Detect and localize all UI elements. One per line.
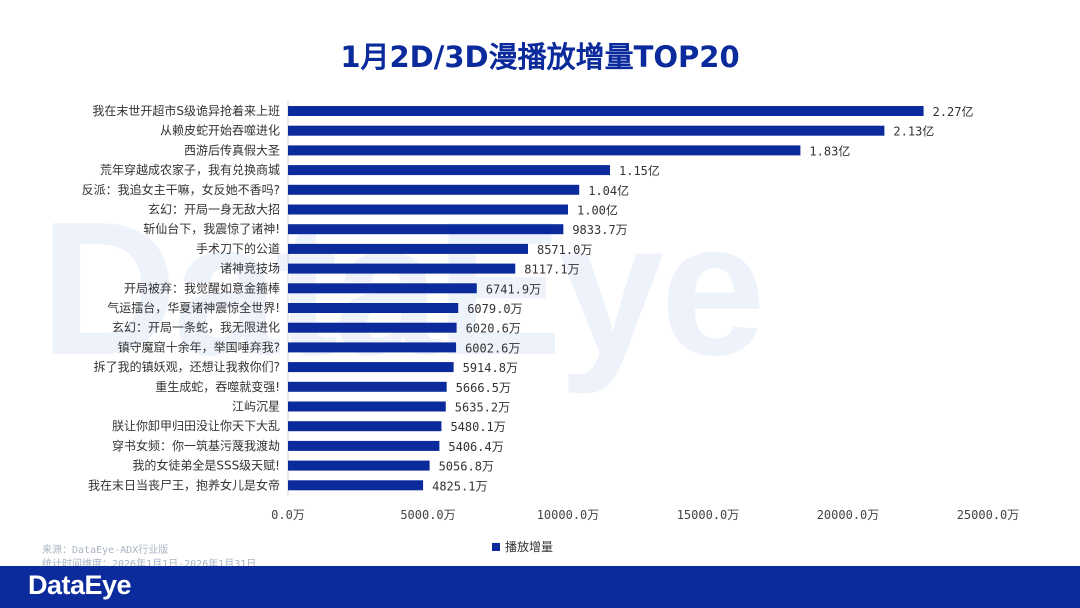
- data-label: 1.15亿: [619, 163, 660, 178]
- bar: [288, 165, 610, 176]
- data-label: 6079.0万: [467, 302, 522, 316]
- footer-logo: DataEye: [28, 570, 132, 600]
- category-label: 从赖皮蛇开始吞噬进化: [160, 123, 280, 138]
- bar: [288, 322, 457, 333]
- category-label: 诸神竞技场: [220, 262, 280, 276]
- data-label: 5406.4万: [448, 440, 503, 454]
- category-label: 荒年穿越成农家子，我有兑换商城: [100, 162, 280, 177]
- source-note: 来源：DataEye-ADX行业版: [42, 545, 169, 556]
- data-label: 2.13亿: [893, 124, 934, 139]
- data-label: 2.27亿: [933, 104, 974, 119]
- bar: [288, 381, 447, 392]
- data-label: 1.04亿: [588, 183, 629, 198]
- data-label: 5666.5万: [456, 381, 511, 395]
- bar: [288, 342, 457, 353]
- bar: [288, 480, 424, 491]
- category-label: 重生成蛇，吞噬就变强!: [155, 379, 280, 394]
- data-label: 1.00亿: [577, 203, 618, 218]
- bar: [288, 303, 459, 313]
- category-label: 玄幻：开局一身无敌大招: [148, 202, 280, 217]
- category-label: 手术刀下的公道: [196, 241, 280, 256]
- data-label: 9833.7万: [572, 223, 627, 237]
- data-label: 5914.8万: [463, 361, 518, 375]
- x-tick-label: 10000.0万: [537, 508, 600, 522]
- category-label: 镇守魔窟十余年，举国唾弃我?: [118, 339, 280, 354]
- x-tick-label: 5000.0万: [400, 508, 455, 522]
- bar: [288, 224, 564, 235]
- bar: [288, 184, 580, 195]
- x-tick-label: 15000.0万: [677, 508, 740, 522]
- bar: [288, 401, 446, 412]
- category-label: 穿书女频：你一筑基污蔑我渡劫: [112, 438, 280, 453]
- data-label: 5056.8万: [439, 460, 494, 474]
- legend-label: 播放增量: [505, 540, 554, 554]
- bar: [288, 125, 885, 136]
- bar: [288, 362, 454, 373]
- data-label: 6741.9万: [486, 282, 541, 296]
- bar: [288, 263, 516, 274]
- x-tick-label: 20000.0万: [817, 508, 880, 522]
- data-label: 4825.1万: [432, 479, 487, 493]
- category-label: 江屿沉星: [232, 400, 280, 414]
- data-label: 6002.6万: [465, 341, 520, 355]
- date-range-note: 统计时间维度：2026年1月1日-2026年1月31日: [42, 559, 257, 570]
- data-label: 5635.2万: [455, 401, 510, 415]
- legend: 播放增量: [492, 538, 553, 555]
- x-tick-label: 25000.0万: [957, 508, 1020, 522]
- category-label: 气运擂台，华夏诸神震惊全世界!: [107, 300, 280, 315]
- category-label: 玄幻：开局一条蛇，我无限进化: [112, 320, 280, 335]
- category-label: 我在末日当丧尸王，抱养女儿是女帝: [88, 477, 280, 492]
- bar: [288, 106, 924, 116]
- bar: [288, 421, 442, 432]
- data-label: 5480.1万: [450, 420, 505, 434]
- bar: [288, 204, 568, 215]
- bar: [288, 460, 430, 471]
- category-label: 我在末世开超市S级诡异抢着来上班: [92, 103, 280, 118]
- bar: [288, 145, 801, 156]
- category-label: 西游后传真假大圣: [184, 142, 280, 157]
- footer-bar: DataEye: [0, 566, 1080, 608]
- category-label: 拆了我的镇妖观，还想让我救你们?: [94, 359, 280, 374]
- category-label: 反派：我追女主干嘛，女反她不香吗?: [82, 182, 280, 197]
- data-label: 8117.1万: [524, 263, 579, 277]
- category-label: 开局被弃：我觉醒如意金箍棒: [124, 280, 280, 295]
- category-label: 斩仙台下，我震惊了诸神!: [143, 221, 280, 236]
- legend-swatch: [492, 542, 500, 551]
- bar: [288, 440, 440, 451]
- chart-title: 1月2D/3D漫播放增量TOP20: [340, 40, 740, 74]
- category-label: 我的女徒弟全是SSS级天赋!: [132, 458, 280, 473]
- data-label: 6020.6万: [466, 322, 521, 336]
- bar: [288, 243, 528, 254]
- bar: [288, 283, 477, 294]
- category-label: 朕让你卸甲归田没让你天下大乱: [112, 418, 280, 433]
- data-label: 1.83亿: [809, 143, 850, 158]
- data-label: 8571.0万: [537, 243, 592, 257]
- x-tick-label: 0.0万: [271, 508, 305, 522]
